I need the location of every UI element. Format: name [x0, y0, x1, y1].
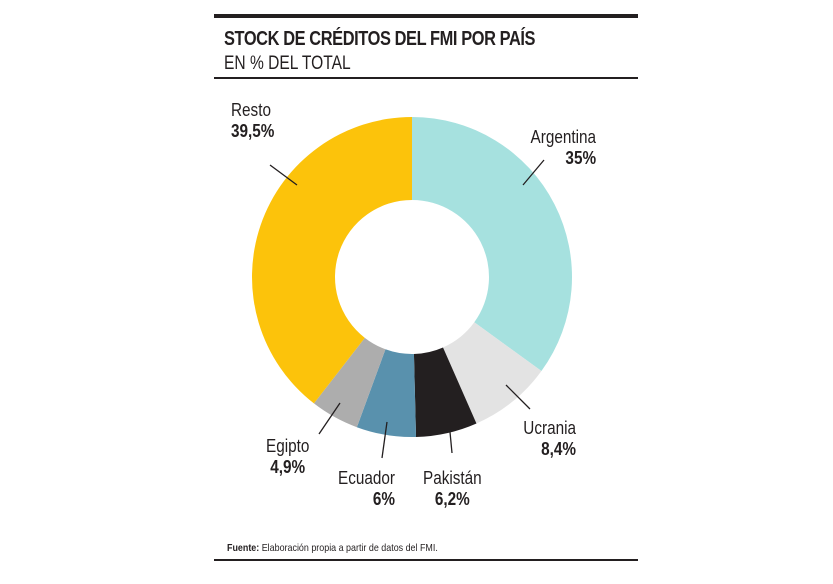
label-ucrania-name: Ucrania — [523, 418, 576, 438]
label-egipto-value: 4,9% — [270, 457, 306, 477]
leader-line-argentina — [522, 159, 545, 186]
label-ucrania-value: 8,4% — [541, 439, 576, 459]
slice-ucrania — [443, 322, 542, 424]
chart-subtitle: EN % DEL TOTAL — [224, 53, 351, 74]
label-pakistan-value: 6,2% — [434, 489, 470, 509]
label-argentina-value: 35% — [565, 148, 596, 168]
label-egipto-name: Egipto — [266, 436, 310, 456]
leader-line-resto — [269, 164, 298, 186]
source-label: Fuente: — [227, 542, 260, 554]
source-note: Fuente: Elaboración propia a partir de d… — [227, 542, 438, 554]
label-egipto: Egipto 4,9% — [266, 436, 309, 478]
slice-ecuador — [356, 349, 417, 437]
label-argentina: Argentina 35% — [530, 127, 596, 169]
leader-line-ucrania — [505, 384, 531, 410]
label-pakistan-name: Pakistán — [423, 468, 482, 488]
label-ecuador: Ecuador 6% — [338, 468, 395, 510]
label-resto-name: Resto — [231, 100, 271, 120]
leader-line-egipto — [318, 402, 341, 435]
label-ucrania: Ucrania 8,4% — [523, 418, 576, 460]
leader-lines — [269, 159, 545, 459]
slice-egipto — [313, 337, 386, 428]
donut-slices — [251, 117, 573, 437]
slice-pakistan — [413, 347, 477, 437]
slice-resto — [251, 117, 412, 404]
label-ecuador-name: Ecuador — [338, 468, 395, 488]
label-argentina-name: Argentina — [530, 127, 596, 147]
label-resto-value: 39,5% — [231, 121, 275, 141]
label-ecuador-value: 6% — [372, 489, 395, 509]
leader-line-ecuador — [381, 421, 388, 459]
leader-line-pakistan — [449, 431, 453, 454]
header-rule — [214, 77, 638, 79]
top-rule — [214, 14, 638, 18]
slice-argentina — [412, 117, 573, 372]
bottom-rule — [214, 559, 638, 561]
label-resto: Resto 39,5% — [231, 100, 274, 142]
chart-title: STOCK DE CRÉDITOS DEL FMI POR PAÍS — [224, 28, 536, 50]
label-pakistan: Pakistán 6,2% — [423, 468, 482, 510]
source-text: Elaboración propia a partir de datos del… — [259, 542, 438, 554]
